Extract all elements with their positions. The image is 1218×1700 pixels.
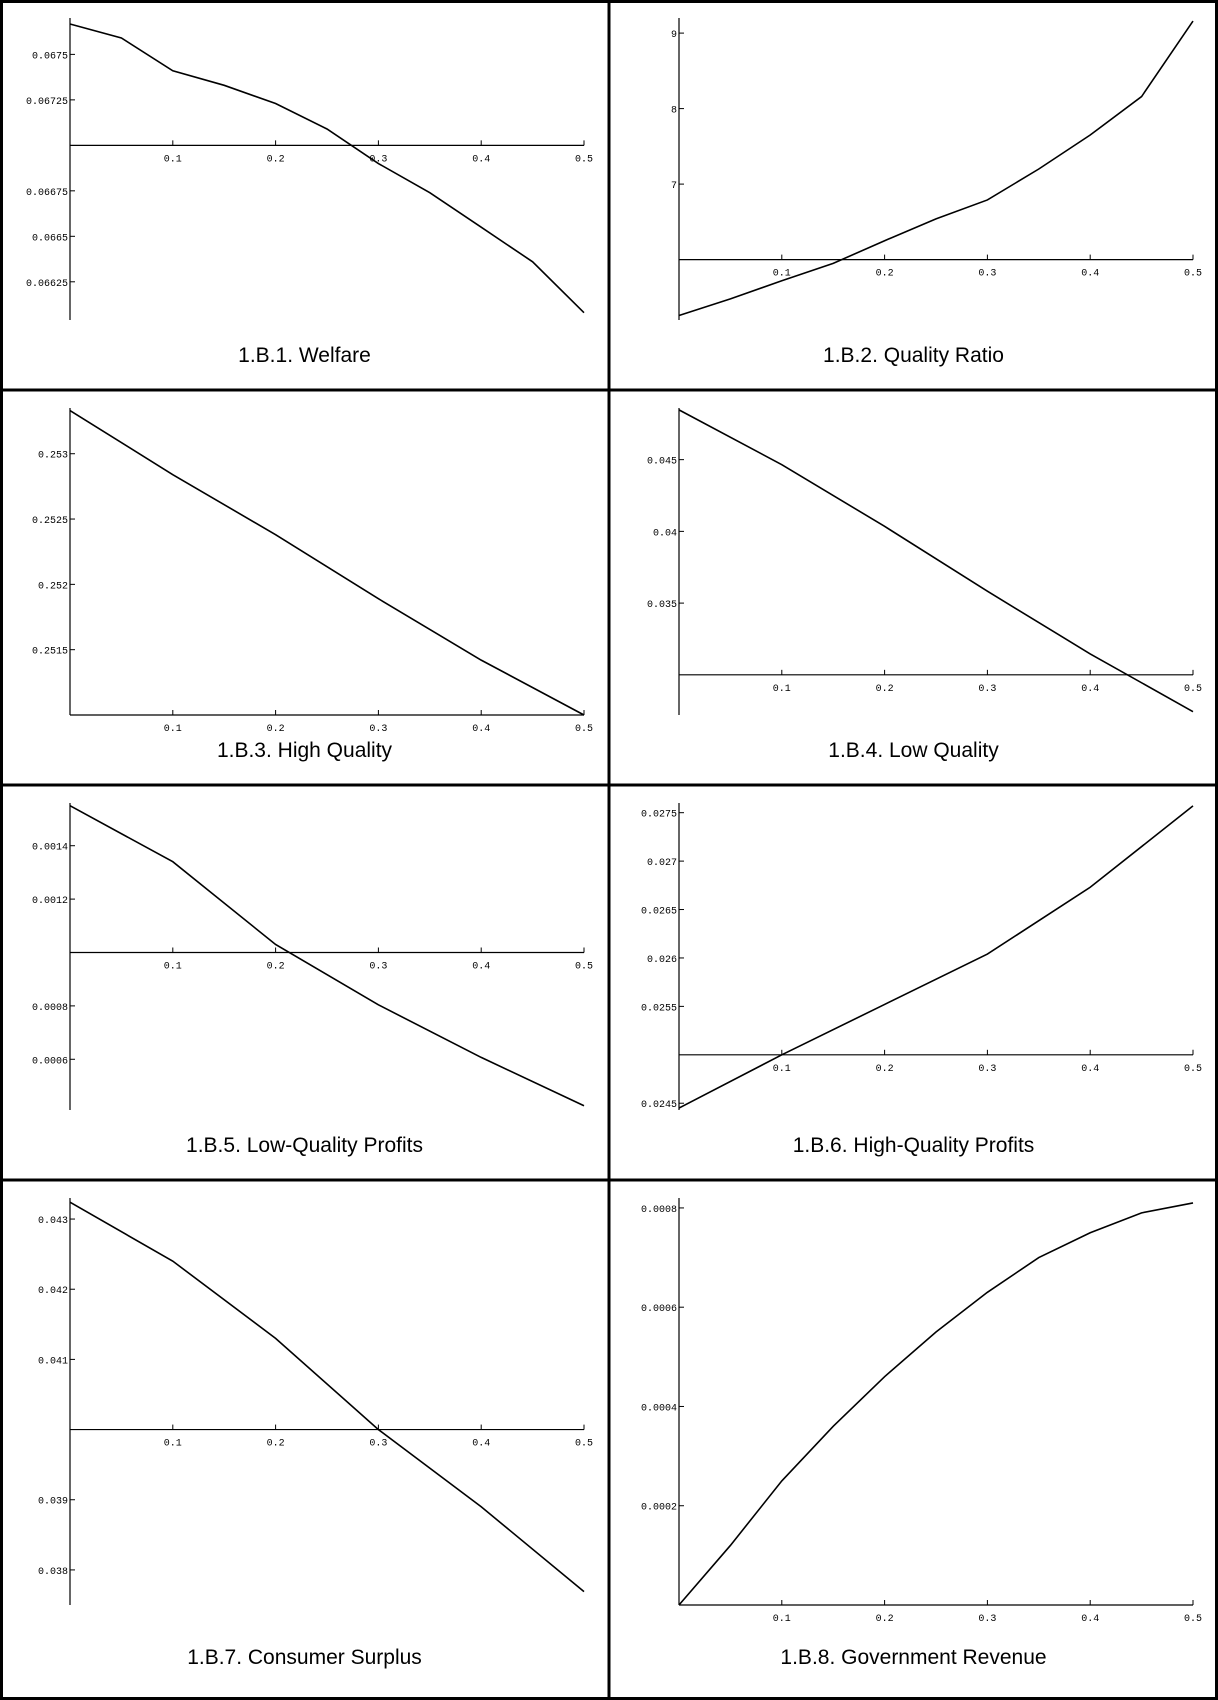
y-tick-label: 0.0675: [32, 51, 68, 62]
y-tick-label: 0.0012: [32, 896, 68, 907]
y-tick-label: 0.0014: [32, 843, 68, 854]
y-tick-label: 0.0265: [641, 907, 677, 918]
y-tick-label: 0.041: [38, 1356, 68, 1367]
y-tick-label: 0.0002: [641, 1503, 677, 1514]
x-tick-label: 0.2: [876, 684, 894, 695]
chart-title: 1.B.3. High Quality: [217, 739, 393, 762]
y-tick-label: 0.0665: [32, 233, 68, 244]
x-tick-label: 0.4: [472, 154, 490, 165]
x-tick-label: 0.4: [1081, 269, 1099, 280]
x-tick-label: 0.5: [1184, 1064, 1202, 1075]
x-tick-label: 0.2: [876, 1614, 894, 1625]
x-tick-label: 0.1: [773, 1064, 791, 1075]
y-tick-label: 0.027: [647, 858, 677, 869]
x-tick-label: 0.4: [1081, 684, 1099, 695]
y-tick-label: 9: [671, 30, 677, 41]
x-tick-label: 0.5: [575, 961, 593, 972]
y-tick-label: 0.0006: [32, 1056, 68, 1067]
x-tick-label: 0.2: [876, 269, 894, 280]
y-tick-label: 0.04: [653, 528, 677, 539]
y-tick-label: 0.045: [647, 457, 677, 468]
y-tick-label: 0.06725: [26, 97, 68, 108]
data-line: [678, 805, 1194, 1109]
y-tick-label: 0.043: [38, 1216, 68, 1227]
data-line: [69, 1201, 585, 1593]
data-line: [69, 804, 585, 1107]
y-tick-label: 0.038: [38, 1567, 68, 1578]
data-line: [678, 1202, 1194, 1606]
x-tick-label: 0.2: [876, 1064, 894, 1075]
y-tick-label: 0.0275: [641, 810, 677, 821]
y-tick-label: 0.0006: [641, 1304, 677, 1315]
x-tick-label: 0.2: [267, 1439, 285, 1450]
x-tick-label: 0.3: [978, 684, 996, 695]
x-tick-label: 0.4: [472, 1439, 490, 1450]
x-tick-label: 0.3: [369, 961, 387, 972]
x-tick-label: 0.5: [575, 154, 593, 165]
x-tick-label: 0.1: [164, 724, 182, 735]
y-tick-label: 0.0255: [641, 1003, 677, 1014]
y-tick-label: 0.0245: [641, 1100, 677, 1111]
x-tick-label: 0.5: [1184, 1614, 1202, 1625]
y-tick-label: 0.06675: [26, 188, 68, 199]
x-tick-label: 0.5: [575, 1439, 593, 1450]
data-line: [678, 20, 1194, 317]
y-tick-label: 0.0008: [641, 1205, 677, 1216]
x-tick-label: 0.4: [1081, 1064, 1099, 1075]
x-tick-label: 0.5: [1184, 269, 1202, 280]
data-line: [69, 23, 585, 314]
x-tick-label: 0.1: [773, 1614, 791, 1625]
chart-title: 1.B.1. Welfare: [238, 344, 371, 367]
y-tick-label: 8: [671, 106, 677, 117]
x-tick-label: 0.4: [472, 724, 490, 735]
x-tick-label: 0.4: [1081, 1614, 1099, 1625]
x-tick-label: 0.3: [369, 724, 387, 735]
x-tick-label: 0.1: [773, 684, 791, 695]
chart-title: 1.B.5. Low-Quality Profits: [186, 1134, 423, 1157]
y-tick-label: 7: [671, 181, 677, 192]
x-tick-label: 0.3: [978, 1614, 996, 1625]
y-tick-label: 0.035: [647, 600, 677, 611]
x-tick-label: 0.4: [472, 961, 490, 972]
y-tick-label: 0.06625: [26, 279, 68, 290]
data-line: [69, 409, 585, 716]
x-tick-label: 0.3: [978, 269, 996, 280]
y-tick-label: 0.0008: [32, 1003, 68, 1014]
x-tick-label: 0.3: [369, 154, 387, 165]
y-tick-label: 0.039: [38, 1497, 68, 1508]
chart-title: 1.B.6. High-Quality Profits: [793, 1134, 1035, 1157]
chart-title: 1.B.7. Consumer Surplus: [187, 1646, 422, 1669]
x-tick-label: 0.1: [164, 154, 182, 165]
x-tick-label: 0.1: [773, 269, 791, 280]
x-tick-label: 0.1: [164, 961, 182, 972]
x-tick-label: 0.5: [1184, 684, 1202, 695]
y-tick-label: 0.026: [647, 955, 677, 966]
y-tick-label: 0.042: [38, 1286, 68, 1297]
chart-title: 1.B.8. Government Revenue: [780, 1646, 1046, 1669]
y-tick-label: 0.253: [38, 451, 68, 462]
data-line: [678, 409, 1194, 713]
x-tick-label: 0.2: [267, 154, 285, 165]
x-tick-label: 0.1: [164, 1439, 182, 1450]
chart-title: 1.B.4. Low Quality: [828, 739, 999, 762]
x-tick-label: 0.3: [978, 1064, 996, 1075]
chart-title: 1.B.2. Quality Ratio: [823, 344, 1004, 367]
y-tick-label: 0.0004: [641, 1403, 677, 1414]
x-tick-label: 0.5: [575, 724, 593, 735]
y-tick-label: 0.2515: [32, 647, 68, 658]
y-tick-label: 0.2525: [32, 516, 68, 527]
x-tick-label: 0.2: [267, 961, 285, 972]
y-tick-label: 0.252: [38, 581, 68, 592]
x-tick-label: 0.3: [369, 1439, 387, 1450]
x-tick-label: 0.2: [267, 724, 285, 735]
